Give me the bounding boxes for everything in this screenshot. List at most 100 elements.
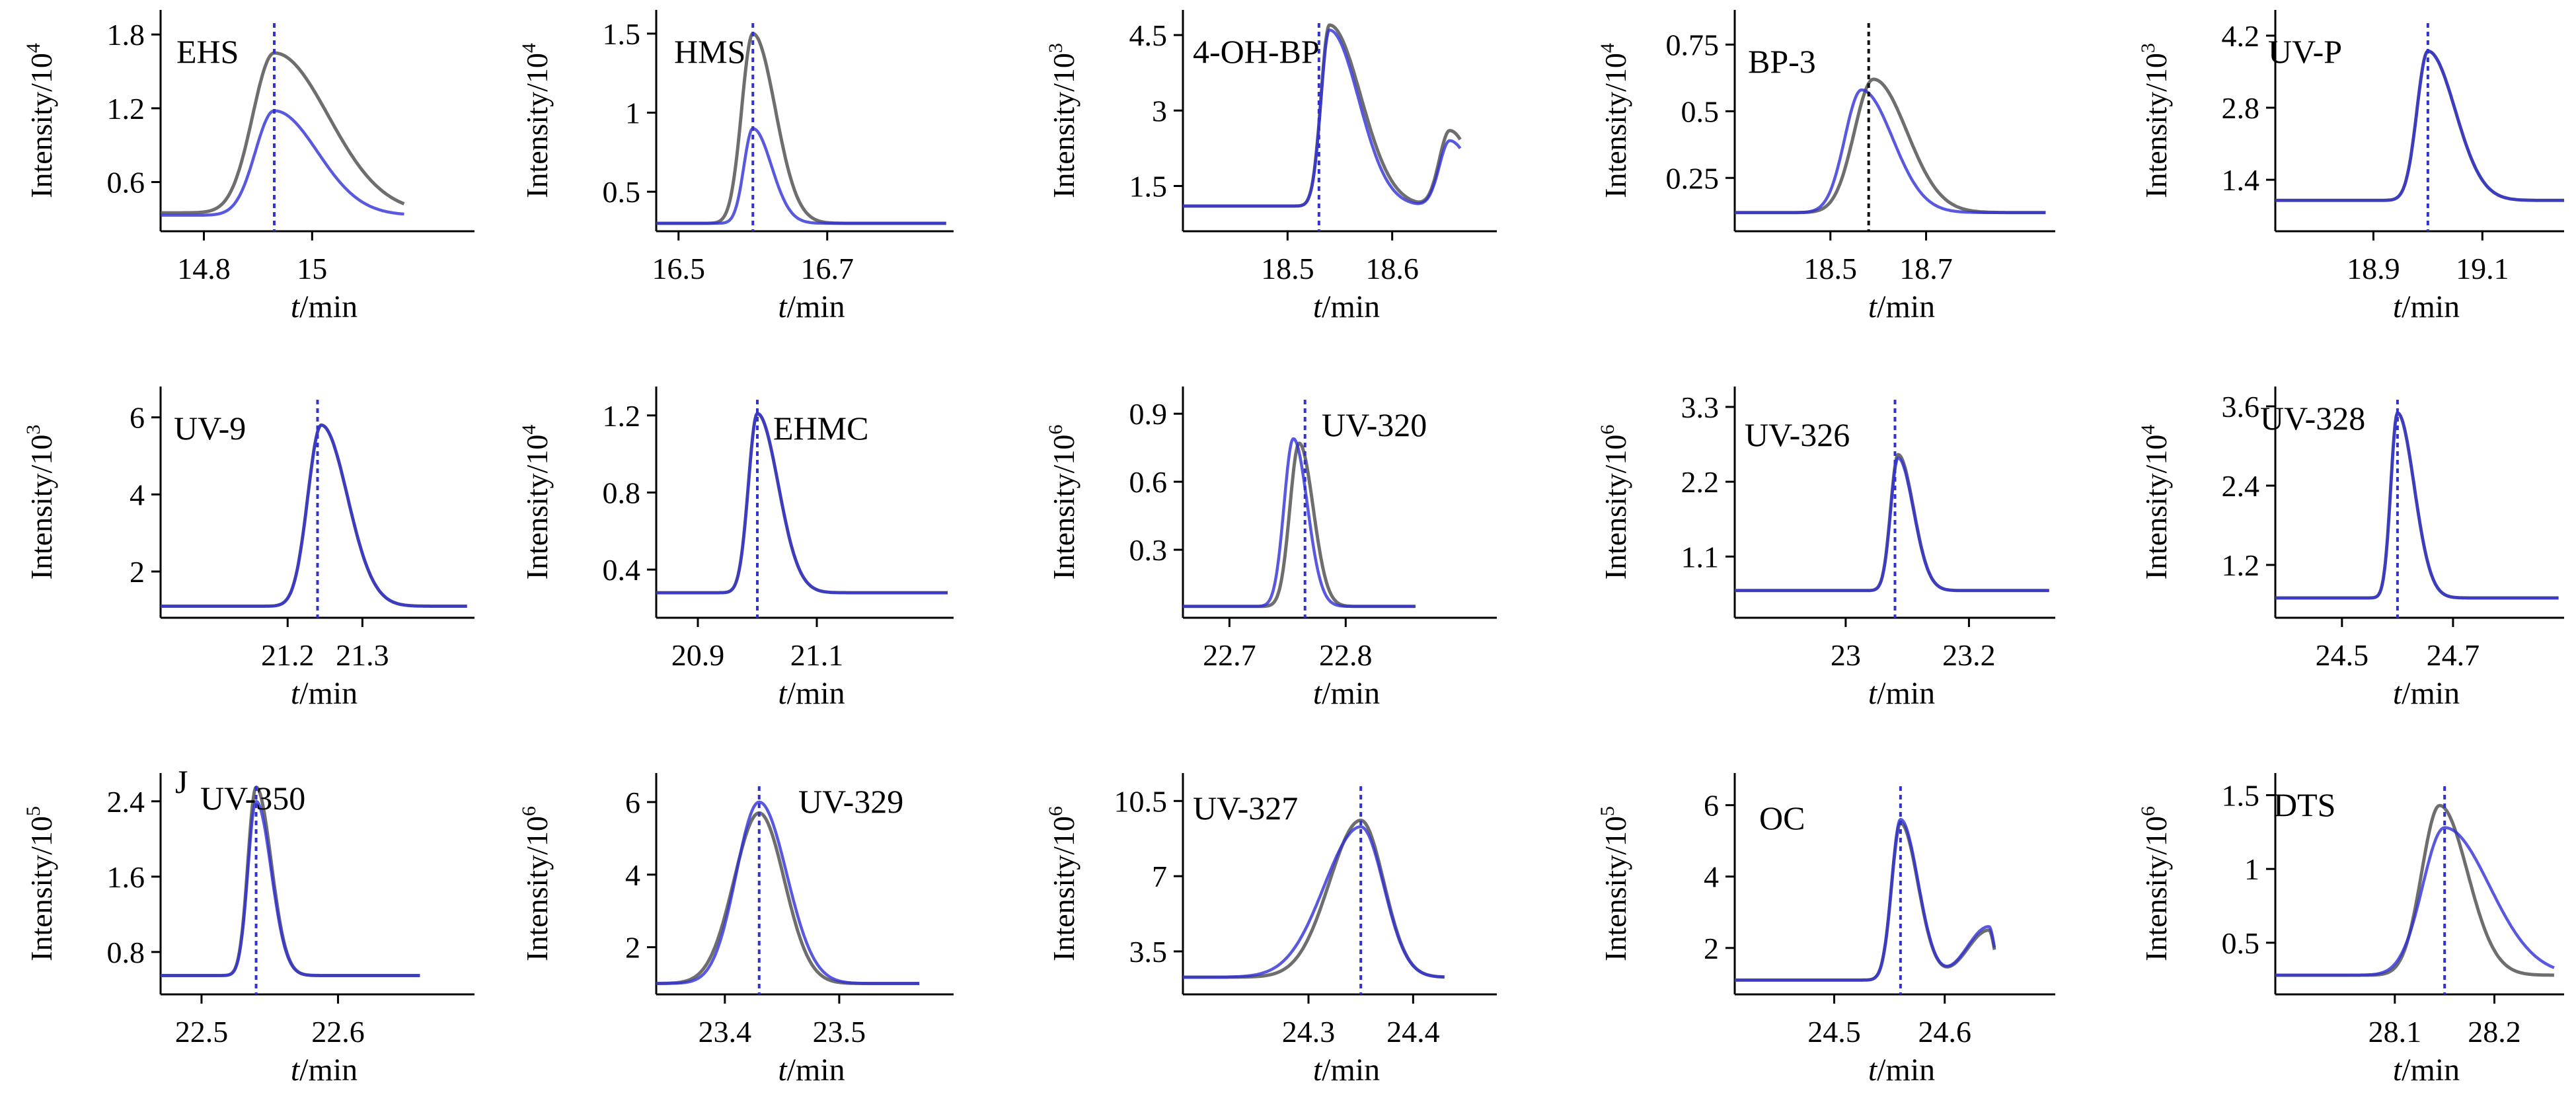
trace-black xyxy=(656,811,920,985)
y-tick-label: 1.5 xyxy=(603,17,641,51)
x-tick-label: 22.8 xyxy=(1319,638,1373,672)
y-axis-label: Intensity/105 xyxy=(1597,806,1632,961)
y-axis-label: Intensity/106 xyxy=(1597,425,1632,580)
y-tick-label: 2 xyxy=(1704,932,1719,965)
y-axis-label: Intensity/106 xyxy=(518,806,554,961)
trace-black xyxy=(1734,453,2050,593)
y-tick-label: 10.5 xyxy=(1114,784,1168,818)
y-tick-label: 0.9 xyxy=(1129,397,1168,431)
y-tick-label: 4.5 xyxy=(1129,18,1168,52)
trace-blue xyxy=(2275,50,2565,202)
x-axis-label: t/min xyxy=(2393,289,2460,324)
chart-panel-ehmc: 0.4 0.8 1.2 20.9 21.1 t/min Intensity/104 EHMC xyxy=(518,387,954,711)
trace-blue xyxy=(1182,437,1416,609)
x-axis-label: t/min xyxy=(291,289,358,324)
compound-label: DTS xyxy=(2273,786,2335,823)
y-axis-label: Intensity/106 xyxy=(1045,806,1080,961)
y-axis-label: Intensity/103 xyxy=(22,425,58,580)
x-tick-label: 15 xyxy=(297,252,327,285)
x-tick-label: 18.7 xyxy=(1899,252,1953,285)
x-tick-label: 24.3 xyxy=(1282,1015,1336,1049)
x-tick-label: 22.5 xyxy=(175,1015,229,1049)
trace-blue xyxy=(160,799,421,977)
chart-panel-uv-328: 1.2 2.4 3.6 24.5 24.7 t/min Intensity/104 UV-32… xyxy=(2137,387,2564,711)
y-tick-label: 0.25 xyxy=(1666,161,1720,195)
trace-black xyxy=(1182,441,1416,609)
y-tick-label: 0.5 xyxy=(1681,94,1720,128)
compound-label: 4-OH-BP xyxy=(1193,33,1320,70)
trace-blue xyxy=(1734,456,2050,593)
x-tick-label: 20.9 xyxy=(671,638,725,672)
y-tick-label: 4 xyxy=(1704,860,1719,894)
x-tick-label: 22.6 xyxy=(311,1015,365,1049)
compound-label: EHMC xyxy=(773,410,868,447)
chart-panel-uv-329: 2 4 6 23.4 23.5 t/min Intensity/106 UV-329 xyxy=(518,773,954,1088)
compound-label: UV-326 xyxy=(1745,416,1850,453)
x-tick-label: 21.1 xyxy=(790,638,844,672)
chart-panel-uv-p: 1.4 2.8 4.2 18.9 19.1 t/min Intensity/103 UV-P xyxy=(2137,10,2565,324)
trace-blue xyxy=(160,424,468,608)
chart-panel-uv-320: 0.3 0.6 0.9 22.7 22.8 t/min Intensity/106 UV-32… xyxy=(1045,387,1497,711)
y-tick-label: 0.3 xyxy=(1129,533,1168,567)
x-tick-label: 28.2 xyxy=(2468,1015,2521,1049)
trace-black xyxy=(1734,77,2047,215)
y-axis-label: Intensity/103 xyxy=(2137,43,2173,198)
x-tick-label: 16.7 xyxy=(801,252,854,285)
y-tick-label: 0.5 xyxy=(2222,926,2260,960)
y-tick-label: 2 xyxy=(130,555,145,589)
trace-blue xyxy=(160,109,405,217)
x-tick-label: 21.2 xyxy=(261,638,315,672)
compound-label: UV-350 xyxy=(200,780,305,817)
y-tick-label: 2 xyxy=(625,931,640,965)
y-tick-label: 1.8 xyxy=(107,18,145,52)
x-axis-label: t/min xyxy=(2393,1053,2460,1088)
trace-blue xyxy=(1734,88,2046,214)
x-tick-label: 18.5 xyxy=(1804,252,1858,285)
chart-panel-uv-9: 2 4 6 21.2 21.3 t/min Intensity/103 UV-9 xyxy=(22,387,474,711)
x-tick-label: 22.7 xyxy=(1203,638,1256,672)
compound-label: UV-327 xyxy=(1193,790,1298,827)
x-tick-label: 24.7 xyxy=(2427,638,2480,672)
x-tick-label: 23.5 xyxy=(813,1015,866,1049)
y-tick-label: 3 xyxy=(1152,94,1167,128)
compound-label: EHS xyxy=(176,33,239,70)
compound-label: OC xyxy=(1759,799,1805,836)
x-tick-label: 28.1 xyxy=(2368,1015,2422,1049)
y-axis-label: Intensity/104 xyxy=(22,43,58,198)
chart-panel-4-oh-bp: 1.5 3 4.5 18.5 18.6 t/min Intensity/103 4-OH-BP xyxy=(1045,10,1497,324)
compound-label: UV-328 xyxy=(2260,400,2365,437)
y-tick-label: 1.1 xyxy=(1681,540,1720,574)
x-axis-label: t/min xyxy=(1868,289,1935,324)
y-tick-label: 1.2 xyxy=(107,92,145,126)
chart-panel-bp-3: 0.25 0.5 0.75 18.5 18.7 t/min Intensity/104 BP-… xyxy=(1597,10,2055,324)
x-axis-label: t/min xyxy=(291,676,358,711)
chart-panel-uv-326: 1.1 2.2 3.3 23 23.2t/min Intensity/106 UV-326 xyxy=(1597,387,2055,711)
chart-panel-uv-327: 3.5 7 10.5 24.3 24.4t/min Intensity/106 UV-327 xyxy=(1045,773,1497,1088)
x-tick-label: 23 xyxy=(1831,638,1861,672)
x-tick-label: 18.9 xyxy=(2347,252,2400,285)
y-tick-label: 2.2 xyxy=(1681,465,1720,499)
y-tick-label: 6 xyxy=(625,786,640,819)
y-tick-label: 1.2 xyxy=(2222,548,2260,582)
trace-blue xyxy=(1182,825,1445,979)
y-tick-label: 1 xyxy=(2244,852,2259,886)
chart-panel-dts: 0.5 1 1.5 28.1 28.2t/min Intensity/106 DTS xyxy=(2137,773,2564,1088)
x-tick-label: 24.5 xyxy=(2316,638,2369,672)
x-tick-label: 18.6 xyxy=(1365,252,1419,285)
x-axis-label: t/min xyxy=(1313,1053,1380,1088)
x-axis-label: t/min xyxy=(1868,1053,1935,1088)
x-axis-label: t/min xyxy=(1313,676,1380,711)
y-axis-label: Intensity/103 xyxy=(1045,43,1080,198)
x-tick-label: 23.4 xyxy=(699,1015,752,1049)
x-tick-label: 19.1 xyxy=(2456,252,2509,285)
trace-blue xyxy=(656,412,948,595)
compound-label: UV-329 xyxy=(798,783,903,820)
y-tick-label: 4 xyxy=(130,478,145,511)
x-tick-label: 24.6 xyxy=(1918,1015,1972,1049)
trace-black xyxy=(159,51,405,215)
y-tick-label: 7 xyxy=(1152,860,1167,893)
y-axis-label: Intensity/106 xyxy=(2137,806,2173,961)
x-tick-label: 24.4 xyxy=(1386,1015,1440,1049)
y-tick-label: 0.5 xyxy=(603,175,641,209)
